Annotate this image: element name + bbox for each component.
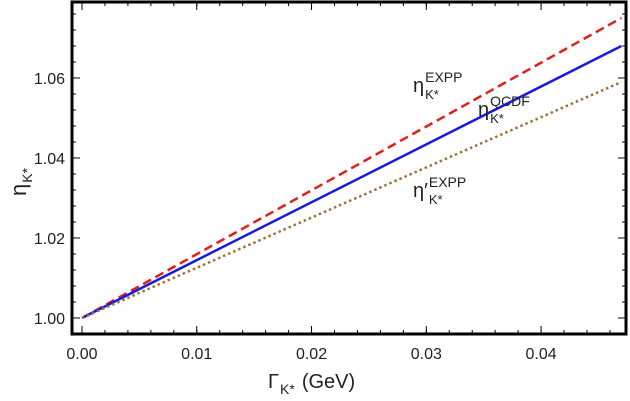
y-label-base: η: [6, 184, 31, 196]
x-axis-label: Γ K* (GeV): [268, 371, 355, 397]
series-line: [81, 44, 622, 320]
x-label-base: Γ: [268, 371, 279, 393]
annotation-base: η′: [413, 180, 428, 202]
y-tick-label: 1.02: [34, 231, 65, 248]
y-axis-label: η K*: [6, 167, 35, 196]
annotation-sup: EXPP: [429, 174, 466, 190]
x-label-sub: K*: [280, 381, 295, 397]
x-tick-label: 0.02: [296, 346, 327, 363]
y-tick-label: 1.06: [34, 71, 65, 88]
y-label-sub: K*: [19, 167, 35, 182]
annotation-sub: K*: [429, 192, 443, 207]
x-tick-label: 0.03: [411, 346, 442, 363]
annotation-sub: K*: [425, 87, 439, 102]
annotation-sub: K*: [490, 111, 504, 126]
annotation-sup: EXPP: [425, 69, 462, 85]
x-label-suffix: (GeV): [302, 371, 355, 393]
x-tick-label: 0.01: [181, 346, 212, 363]
y-tick-label: 1.04: [34, 151, 65, 168]
series-line: [81, 80, 622, 320]
series-annotation: η K* QCDF: [478, 93, 530, 126]
series-annotation: η K* EXPP: [413, 69, 462, 102]
annotation-base: η: [413, 75, 424, 97]
x-tick-label: 0.04: [525, 346, 556, 363]
annotation-sup: QCDF: [490, 93, 530, 109]
series-annotation: η′ K* EXPP: [413, 174, 466, 207]
y-tick-label: 1.00: [34, 311, 65, 328]
x-tick-label: 0.00: [66, 346, 97, 363]
series-line: [81, 16, 623, 320]
plot-frame: [70, 0, 628, 336]
annotation-base: η: [478, 99, 489, 121]
